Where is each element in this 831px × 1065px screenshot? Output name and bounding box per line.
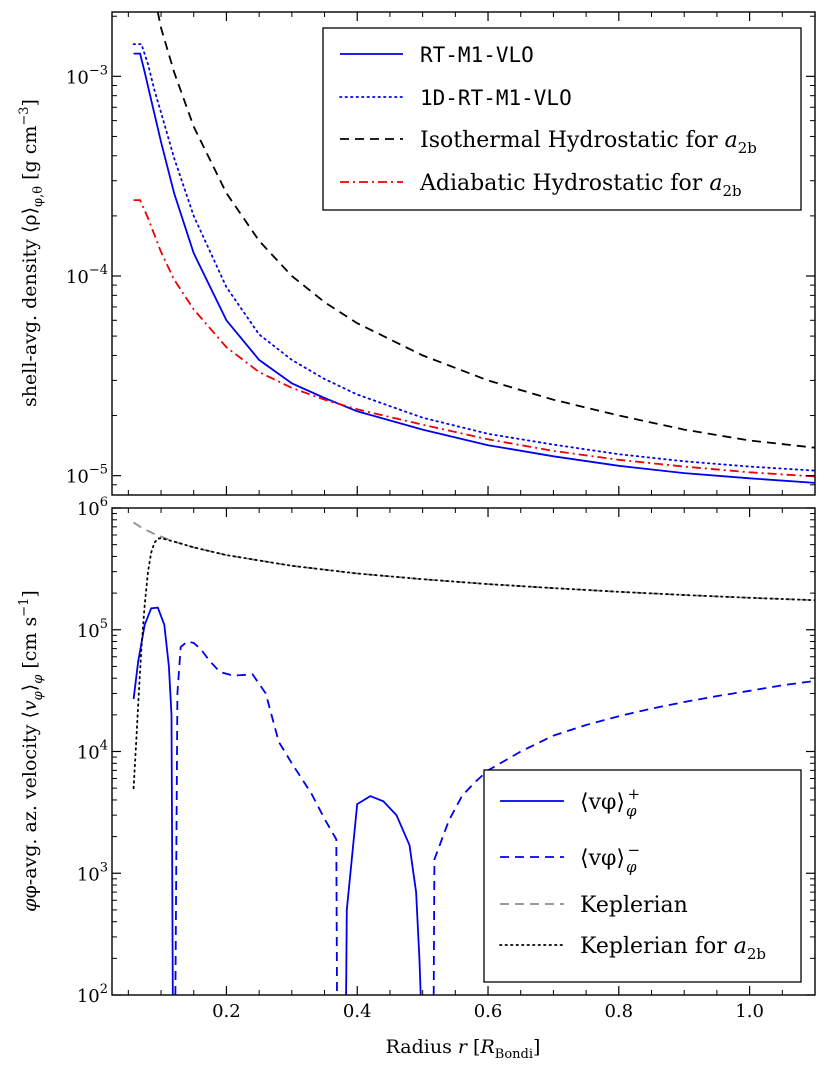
series-rt-m1-vlo-line (133, 52, 815, 484)
series-adiabatic-hydrostatic-for-a2b-line (133, 199, 815, 478)
legend-label-vphi-plus: ⟨vφ⟩φ+ (580, 785, 640, 820)
legend-label-vphi-minus: ⟨vφ⟩φ− (580, 841, 640, 876)
series-1d-rt-m1-vlo-line (132, 43, 815, 472)
xtick-label: 0.4 (343, 1001, 372, 1022)
density-legend: RT-M1-VLO 1D-RT-M1-VLO Isothermal Hydros… (322, 27, 802, 211)
series-v-segment-1-line (174, 640, 338, 995)
ytick-label: 10−3 (66, 63, 108, 88)
velocity-legend: ⟨vφ⟩φ+ ⟨vφ⟩φ− Keplerian Keplerian for a2… (483, 769, 802, 983)
velocity-legend-box (483, 769, 802, 983)
legend-label-rt-m1-vlo: RT-M1-VLO (420, 43, 534, 67)
series-v-segment-2-line (432, 680, 815, 995)
velocity-xlabel: Radius r [RBondi] (386, 1036, 541, 1062)
xtick-label: 0.2 (212, 1001, 241, 1022)
series-isothermal-hydrostatic-for-a2b-line (156, 12, 815, 449)
legend-label-isothermal: Isothermal Hydrostatic for a2b (420, 128, 757, 157)
series-v-segment-2-line (345, 795, 422, 995)
velocity-ylabel: φφ-avg. az. velocity ⟨vφ⟩φ [cm s−1] (17, 590, 46, 912)
series-keplerian-line (133, 521, 815, 602)
density-axes-frame (111, 11, 816, 496)
xtick-label: 0.6 (474, 1001, 503, 1022)
density-legend-box (322, 27, 802, 211)
density-series-group (132, 12, 815, 484)
series-keplerian-for-a2b-line (132, 537, 815, 790)
velocity-series-group (132, 521, 815, 995)
series-v-segment-1-line (132, 606, 174, 995)
legend-label-keplerian: Keplerian (580, 893, 688, 918)
legend-label-1d-rt-m1-vlo: 1D-RT-M1-VLO (420, 86, 572, 110)
legend-label-keplerian-a2b: Keplerian for a2b (580, 934, 766, 963)
ytick-label: 10−4 (66, 263, 108, 288)
legend-label-adiabatic: Adiabatic Hydrostatic for a2b (419, 171, 742, 200)
xtick-label: 1.0 (735, 1001, 764, 1022)
xtick-label: 0.8 (604, 1001, 633, 1022)
density-ylabel: shell-avg. density ⟨ρ⟩φ,θ [g cm−3] (17, 99, 46, 407)
